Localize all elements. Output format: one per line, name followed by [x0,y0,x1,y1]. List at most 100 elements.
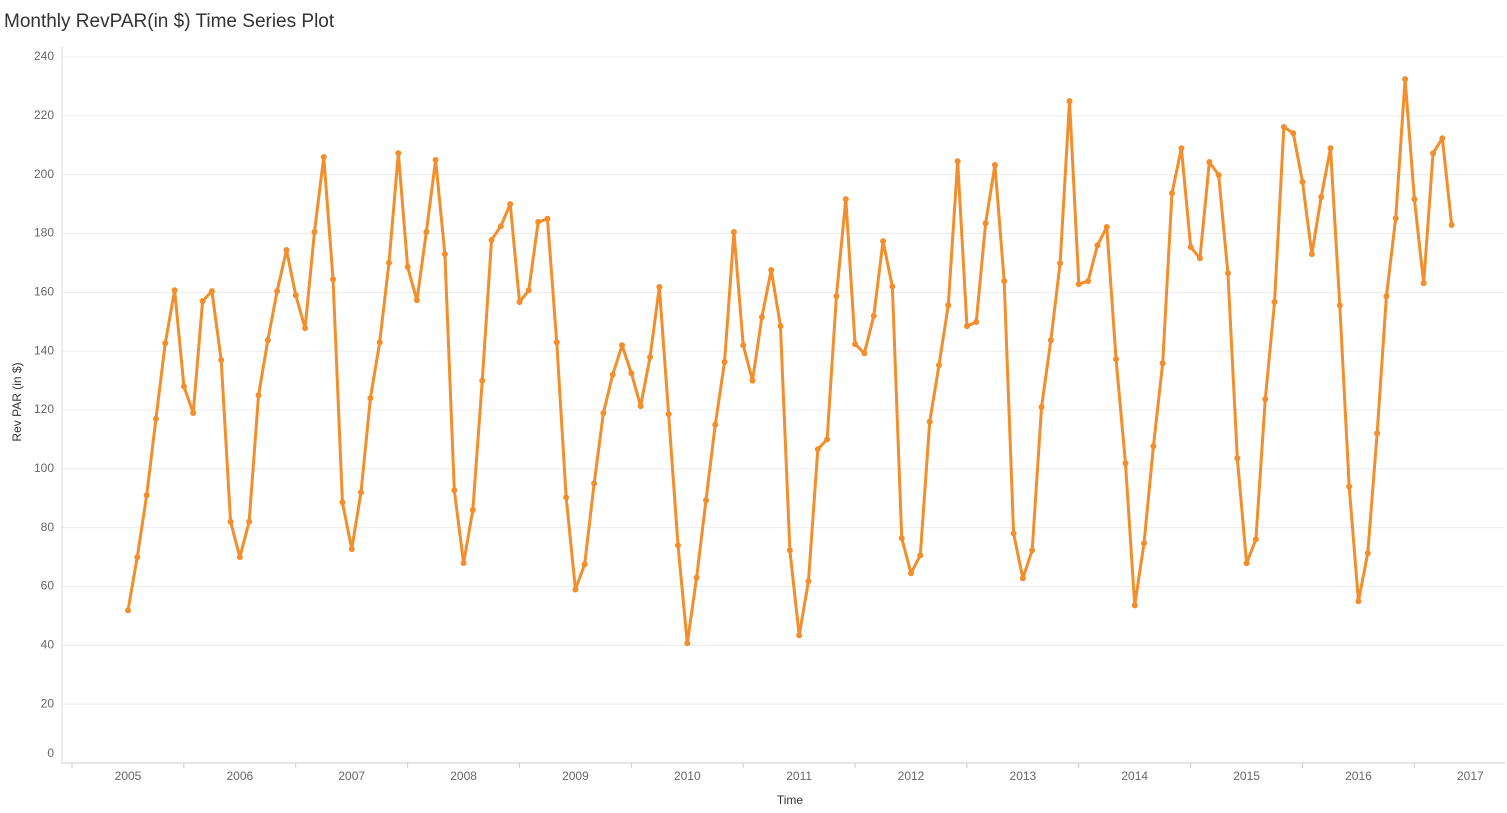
data-point [1271,299,1278,306]
data-point [143,492,150,499]
data-point [330,276,337,283]
data-point [283,246,290,253]
data-point [134,554,141,561]
x-tick-label: 2012 [898,769,925,783]
data-point [889,283,896,290]
x-tick-label: 2010 [674,769,701,783]
data-point [348,546,355,553]
data-point [842,196,849,203]
data-point [1122,460,1129,467]
data-point [1308,251,1315,258]
data-point [553,339,560,346]
data-point [292,292,299,299]
y-tick-label: 160 [34,285,54,299]
data-point [1001,278,1008,285]
data-point [208,288,215,295]
data-point [451,487,458,494]
x-tick-label: 2008 [450,769,477,783]
data-point [926,418,933,425]
data-point [376,339,383,346]
data-point [1159,360,1166,367]
data-point [385,259,392,266]
data-point [227,518,234,525]
data-point [1038,404,1045,411]
data-point [469,507,476,514]
data-point [1280,124,1287,131]
data-point [898,535,905,542]
data-point [1420,280,1427,287]
data-point [1224,270,1231,277]
data-point [768,266,775,273]
data-point [991,161,998,168]
data-point [162,340,169,347]
data-point [935,362,942,369]
data-point [581,561,588,568]
data-point [852,341,859,348]
data-point [730,229,737,236]
data-point [563,494,570,501]
data-point [908,570,915,577]
data-point [675,542,682,549]
data-point [236,554,243,561]
y-tick-label: 240 [34,49,54,63]
data-point [404,264,411,271]
data-point [246,518,253,525]
data-point [171,287,178,294]
x-tick-label: 2006 [227,769,254,783]
data-point [507,201,514,208]
data-point [339,499,346,506]
data-point [190,409,197,416]
y-tick-label: 80 [41,520,55,534]
data-point [954,158,961,165]
data-point [274,288,281,295]
x-tick-label: 2014 [1121,769,1148,783]
data-point [124,607,131,614]
data-point [880,238,887,245]
data-point [413,297,420,304]
data-point [609,371,616,378]
data-point [786,547,793,554]
data-point [1243,560,1250,567]
data-point [805,578,812,585]
y-tick-label: 20 [41,696,55,710]
data-point [395,150,402,157]
data-point [302,325,309,332]
data-point [1010,530,1017,537]
data-point [1141,540,1148,547]
data-point [1355,598,1362,605]
data-point [525,287,532,294]
data-point [1290,130,1297,137]
data-point [1234,455,1241,462]
data-point [1383,293,1390,300]
data-point [311,229,318,236]
data-point [1057,260,1064,267]
data-point [591,480,598,487]
y-tick-label: 200 [34,167,54,181]
data-point [647,354,654,361]
data-point [833,293,840,300]
y-tick-label: 140 [34,343,54,357]
x-tick-label: 2011 [786,769,812,783]
data-point [367,395,374,402]
data-point [152,415,159,422]
data-point [861,350,868,357]
data-point [1374,430,1381,437]
data-point [432,156,439,163]
data-point [796,632,803,639]
data-point [712,421,719,428]
y-tick-label: 120 [34,402,54,416]
data-point [441,251,448,258]
y-tick-label: 0 [47,746,54,760]
data-point [1206,159,1213,166]
data-point [1448,221,1455,228]
data-point [1439,135,1446,142]
data-point [1029,547,1036,554]
x-tick-label: 2013 [1010,769,1037,783]
data-point [1150,443,1157,450]
data-point [1094,242,1101,249]
data-point [1103,224,1110,231]
data-point [1187,244,1194,251]
data-point [1392,215,1399,222]
data-point [544,215,551,222]
